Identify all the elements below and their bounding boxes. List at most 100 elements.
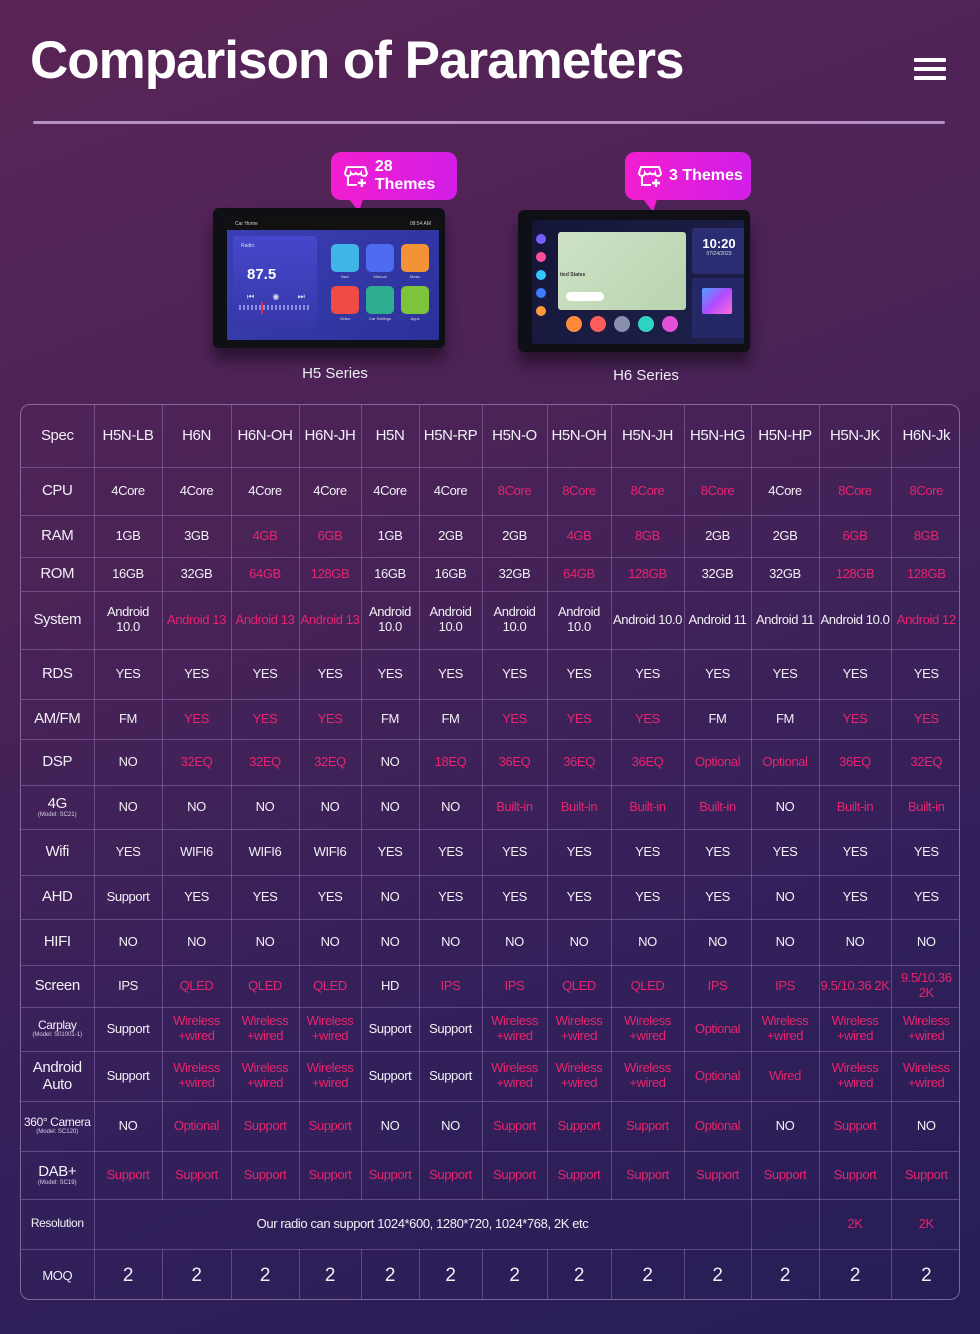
moq-cell: 2	[610, 1248, 685, 1299]
table-cell: Android 10.0	[818, 590, 892, 650]
table-cell: NO	[610, 918, 685, 966]
table-cell: NO	[418, 918, 483, 966]
table-cell: 32EQ	[230, 738, 300, 786]
moq-cell: 2	[546, 1248, 612, 1299]
table-cell: Wireless +wired	[230, 1050, 300, 1102]
table-cell: NO	[750, 874, 820, 920]
column-header-model: H5N-LB	[93, 405, 163, 468]
table-cell: 9.5/10.36 2K	[818, 964, 892, 1008]
table-row: RDS YES YES YES YES YES YES YES YES YES YES YES YES Y…	[21, 648, 959, 700]
table-row: Screen IPS QLED QLED QLED HD IPS IPS QLED QLED IPS…	[21, 964, 959, 1008]
moq-cell: 2	[360, 1248, 420, 1299]
spec-comparison-table: Spec H5N-LB H6N H6N-OH H6N-JH H5N H5N-RP H5N-O H…	[20, 404, 960, 1300]
table-cell: NO	[683, 918, 752, 966]
table-row: Wifi YES WIFI6 WIFI6 WIFI6 YES YES YES YES YES YES…	[21, 828, 959, 876]
row-label: Wifi	[21, 828, 95, 876]
row-label-text: DSP	[42, 753, 73, 771]
table-cell: 4Core	[161, 466, 232, 516]
column-header-model: H5N-HG	[683, 405, 752, 468]
status-left: Car Home	[235, 221, 258, 227]
table-row: ROM 16GB 32GB 64GB 128GB 16GB 16GB 32GB 64GB 128G…	[21, 556, 959, 592]
table-cell: YES	[818, 698, 892, 740]
h5-status-bar: Car Home 08:54 AM	[227, 218, 439, 230]
table-row: AHD Support YES YES YES NO YES YES YES YES YES NO YE…	[21, 874, 959, 920]
table-cell: 3GB	[161, 514, 232, 558]
table-cell: Wireless +wired	[546, 1050, 612, 1102]
table-cell: 1GB	[93, 514, 163, 558]
table-cell: IPS	[481, 964, 548, 1008]
row-label-text: CPU	[42, 482, 73, 500]
table-cell: NO	[298, 918, 362, 966]
resolution-cell: 2K	[818, 1198, 892, 1250]
table-cell: Wireless +wired	[818, 1006, 892, 1052]
table-cell: Wireless +wired	[161, 1050, 232, 1102]
table-cell: 4Core	[230, 466, 300, 516]
row-label: Android Auto	[21, 1050, 95, 1102]
map-location-label: ited States	[560, 272, 586, 278]
table-cell: YES	[161, 874, 232, 920]
table-cell: Android 12	[890, 590, 959, 650]
status-right: 08:54 AM	[409, 221, 431, 227]
table-cell: YES	[610, 828, 685, 876]
moq-cell: 2	[418, 1248, 483, 1299]
table-cell: IPS	[418, 964, 483, 1008]
table-cell: YES	[546, 874, 612, 920]
table-cell: YES	[481, 828, 548, 876]
table-cell: NO	[360, 874, 420, 920]
navi-app-icon	[327, 244, 363, 279]
table-cell: Android 10.0	[610, 590, 685, 650]
table-cell: YES	[546, 648, 612, 700]
table-row: 360° Camera (Model: SC120) NO Optional Suppo…	[21, 1100, 959, 1152]
table-cell: 4Core	[750, 466, 820, 516]
table-cell: FM	[683, 698, 752, 740]
table-cell: Wireless +wired	[230, 1006, 300, 1052]
page-title: Comparison of Parameters	[30, 31, 684, 90]
table-cell: YES	[610, 648, 685, 700]
table-cell: Android 10.0	[93, 590, 163, 650]
table-cell: QLED	[546, 964, 612, 1008]
row-label-text: System	[33, 611, 82, 629]
table-header-row: Spec H5N-LB H6N H6N-OH H6N-JH H5N H5N-RP H5N-O H…	[21, 405, 959, 468]
column-header-model: H5N-JH	[610, 405, 685, 468]
table-row: AM/FM FM YES YES YES FM FM YES YES YES FM FM YES YES	[21, 698, 959, 740]
clock-date: 07/24/2023	[706, 251, 732, 257]
table-cell: Wireless +wired	[161, 1006, 232, 1052]
table-cell: Support	[818, 1100, 892, 1152]
table-cell: NO	[360, 1100, 420, 1152]
table-cell: Android 10.0	[546, 590, 612, 650]
table-cell: NO	[93, 1100, 163, 1152]
table-cell: 9.5/10.36 2K	[890, 964, 959, 1008]
row-label-text: AHD	[42, 888, 73, 906]
header-divider	[33, 121, 945, 124]
column-header-model: H5N-O	[481, 405, 548, 468]
table-cell: IPS	[683, 964, 752, 1008]
row-label: RDS	[21, 648, 95, 700]
row-label-model-note: (Model: SC120)	[36, 1129, 79, 1136]
table-cell: WIFI6	[230, 828, 300, 876]
table-cell: 32GB	[683, 556, 752, 592]
settings-app-icon	[614, 316, 630, 332]
column-header-model: H5N-RP	[418, 405, 483, 468]
table-cell: 16GB	[360, 556, 420, 592]
table-cell: YES	[161, 698, 232, 740]
table-cell: 4Core	[298, 466, 362, 516]
table-cell: 32GB	[481, 556, 548, 592]
table-cell: 64GB	[546, 556, 612, 592]
table-cell: Built-in	[610, 784, 685, 830]
table-cell: NO	[230, 784, 300, 830]
table-cell: NO	[161, 784, 232, 830]
table-cell: Wireless +wired	[890, 1006, 959, 1052]
table-cell: IPS	[93, 964, 163, 1008]
table-cell: YES	[546, 828, 612, 876]
table-cell: 32EQ	[890, 738, 959, 786]
moq-cell: 2	[750, 1248, 820, 1299]
table-cell: YES	[418, 874, 483, 920]
row-label: DAB+ (Model: SC19)	[21, 1150, 95, 1200]
table-cell: NO	[161, 918, 232, 966]
hamburger-menu-icon[interactable]	[914, 58, 946, 84]
table-cell: Wireless +wired	[481, 1050, 548, 1102]
row-label: Screen	[21, 964, 95, 1008]
row-label: Resolution	[21, 1198, 95, 1250]
table-cell: 128GB	[890, 556, 959, 592]
table-cell: Support	[610, 1150, 685, 1200]
